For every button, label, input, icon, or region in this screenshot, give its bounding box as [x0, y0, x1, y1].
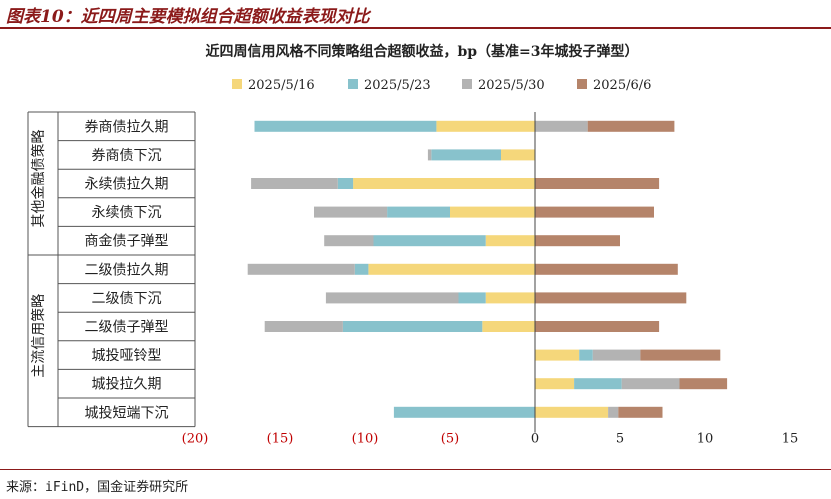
bar-0-series-2 [535, 120, 588, 132]
category-label-3: 永续债下沉 [92, 204, 162, 221]
bar-5-series-0 [368, 263, 535, 275]
legend-swatch-2 [462, 79, 472, 89]
bar-6-series-1 [458, 292, 486, 304]
bar-7-series-1 [342, 321, 483, 332]
bar-5-series-3 [535, 263, 678, 275]
category-label-4: 商金债子弹型 [85, 234, 169, 250]
bar-7-series-2 [264, 321, 343, 332]
source-note: 来源：iFinD，国金证券研究所 [6, 480, 189, 495]
category-label-1: 券商债下沉 [92, 148, 162, 164]
x-tick-label-2: (10) [352, 432, 379, 447]
bar-2-series-3 [535, 178, 660, 189]
bar-9-series-3 [679, 378, 728, 390]
group-label-0: 其他金融债策略 [30, 130, 47, 228]
bar-1-series-2 [427, 149, 432, 161]
bar-6-series-0 [485, 292, 535, 304]
bar-5-series-2 [247, 263, 355, 275]
category-label-6: 二级债下沉 [92, 291, 162, 307]
x-tick-label-4: 0 [531, 432, 539, 447]
legend-swatch-3 [577, 79, 587, 89]
category-label-9: 城投拉久期 [92, 377, 162, 393]
bar-6-series-3 [535, 292, 687, 304]
bar-3-series-0 [450, 206, 535, 218]
legend: 2025/5/16 2025/5/23 2025/5/30 2025/6/6 [232, 78, 651, 93]
legend-label-0: 2025/5/16 [248, 78, 315, 93]
stacked-bar-chart: 近四周信用风格不同策略组合超额收益，bp（基准=3年城投子弹型） 2025/5/… [27, 43, 799, 447]
category-label-5: 二级债拉久期 [85, 262, 169, 278]
x-tick-label-0: (20) [182, 432, 209, 447]
plot-area: (20) (15) (10) (5) 0 5 10 15 券商债拉久期券商债下沉永续债拉久期永续… [27, 111, 799, 447]
bar-4-series-0 [485, 235, 535, 247]
bar-4-series-3 [535, 235, 620, 247]
bar-2-series-0 [353, 178, 535, 189]
bar-9-series-2 [621, 378, 680, 390]
title-rule [0, 27, 831, 29]
bar-3-series-3 [535, 206, 654, 218]
legend-swatch-1 [348, 79, 358, 89]
bar-8-series-1 [579, 349, 593, 361]
category-label-2: 永续债拉久期 [85, 176, 169, 193]
bar-4-series-2 [324, 235, 374, 247]
legend-label-2: 2025/5/30 [478, 78, 545, 93]
bar-3-series-1 [387, 206, 450, 218]
bar-8-series-2 [592, 349, 641, 361]
bar-8-series-3 [640, 349, 721, 361]
bar-5-series-1 [354, 263, 369, 275]
bar-7-series-0 [482, 321, 535, 332]
bar-1-series-0 [501, 149, 535, 161]
legend-label-1: 2025/5/23 [364, 78, 431, 93]
x-tick-label-5: 5 [616, 432, 624, 447]
legend-swatch-0 [232, 79, 242, 89]
x-tick-label-1: (15) [267, 432, 294, 447]
bar-6-series-2 [325, 292, 459, 304]
bar-10-series-2 [608, 406, 619, 418]
bar-7-series-3 [535, 321, 660, 332]
figure-title: 图表10：近四周主要模拟组合超额收益表现对比 [6, 7, 370, 27]
bar-9-series-1 [574, 378, 622, 390]
category-label-7: 二级债子弹型 [85, 320, 169, 336]
legend-label-3: 2025/6/6 [593, 78, 651, 93]
bar-4-series-1 [373, 235, 486, 247]
bar-1-series-1 [431, 149, 501, 161]
bar-0-series-0 [436, 120, 535, 132]
bar-10-series-1 [393, 406, 535, 418]
bar-3-series-2 [314, 206, 388, 218]
bar-9-series-0 [535, 378, 575, 390]
chart-title: 近四周信用风格不同策略组合超额收益，bp（基准=3年城投子弹型） [205, 43, 638, 60]
bar-2-series-1 [337, 178, 354, 189]
bar-2-series-2 [251, 178, 338, 189]
x-tick-label-7: 15 [782, 432, 799, 447]
bar-0-series-1 [254, 120, 437, 132]
bar-10-series-3 [618, 406, 663, 418]
category-label-0: 券商债拉久期 [85, 119, 169, 135]
category-label-10: 城投短端下沉 [85, 405, 169, 421]
category-label-8: 城投哑铃型 [92, 348, 162, 364]
bar-10-series-0 [535, 406, 609, 418]
bar-0-series-3 [587, 120, 675, 132]
group-label-1: 主流信用策略 [30, 294, 47, 378]
x-tick-label-6: 10 [697, 432, 714, 447]
bar-8-series-0 [535, 349, 580, 361]
x-tick-label-3: (5) [441, 432, 459, 447]
source-rule [0, 469, 831, 470]
